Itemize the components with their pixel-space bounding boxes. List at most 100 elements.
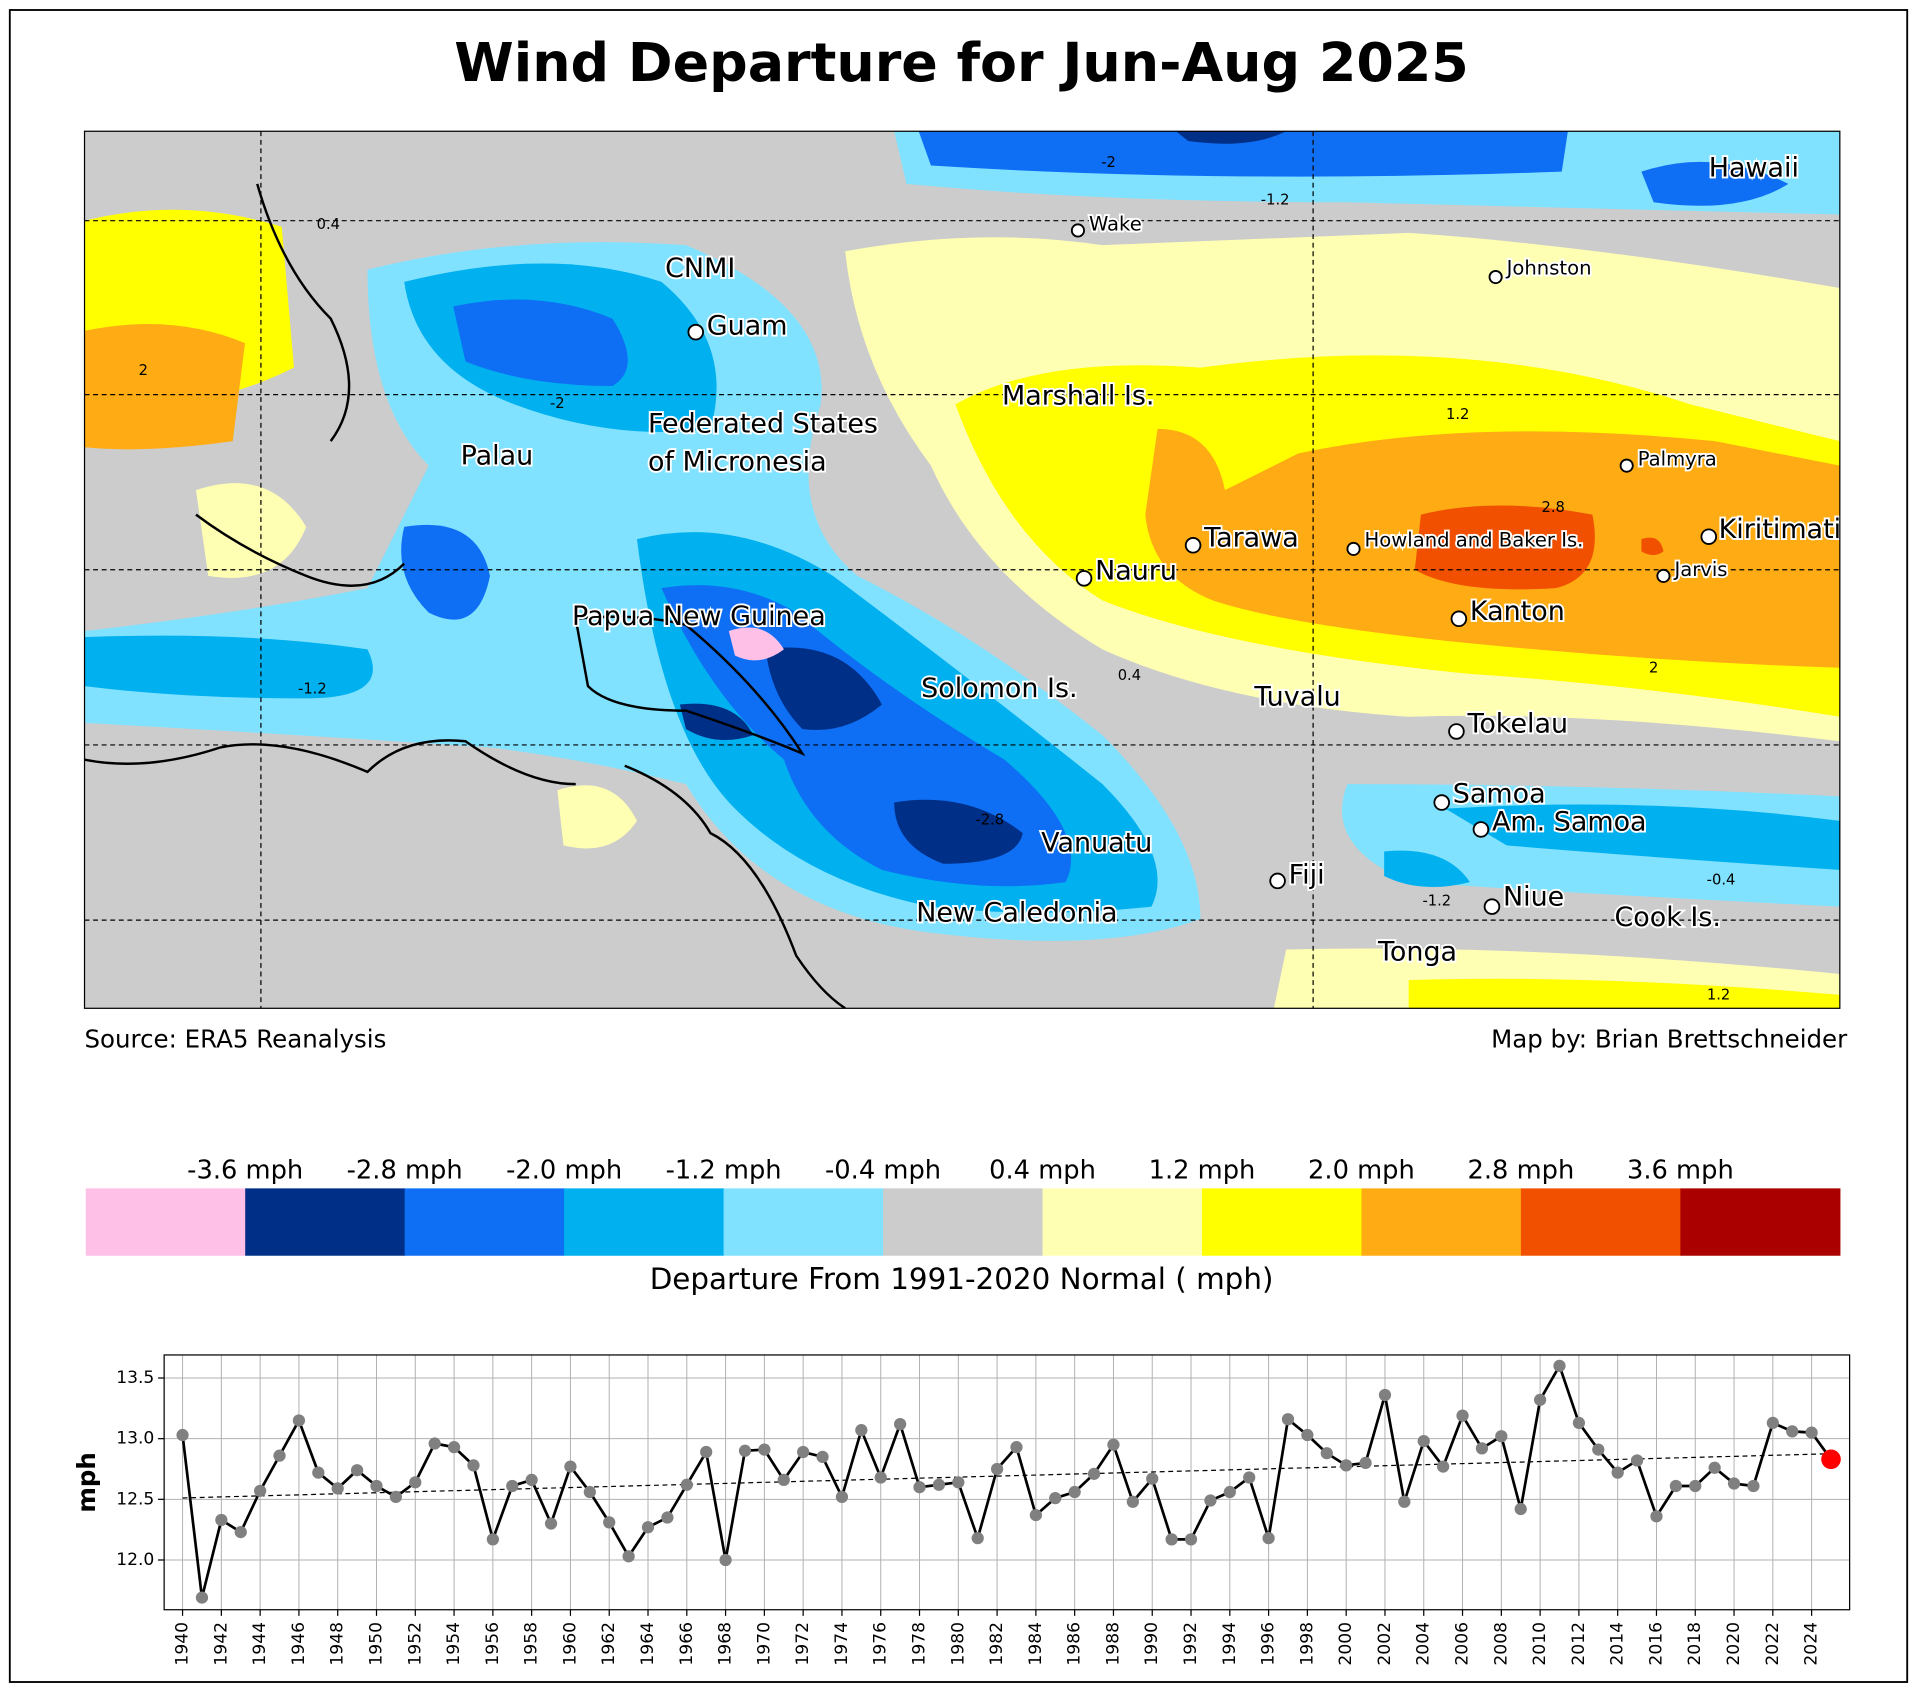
data-point bbox=[1437, 1460, 1450, 1473]
contour-label: -1.2 bbox=[1422, 892, 1451, 909]
contour-label: -0.4 bbox=[1707, 872, 1736, 889]
data-point bbox=[409, 1476, 422, 1489]
place-label: Tonga bbox=[1377, 937, 1457, 968]
colorbar-swatch bbox=[1680, 1188, 1841, 1256]
data-point bbox=[1204, 1494, 1217, 1507]
x-tick-label: 1970 bbox=[754, 1622, 774, 1666]
place-label: Marshall Is. bbox=[1002, 380, 1155, 411]
data-point bbox=[215, 1513, 228, 1527]
data-point bbox=[1805, 1426, 1818, 1439]
colorbar-swatch bbox=[404, 1188, 565, 1256]
x-tick-label: 1986 bbox=[1065, 1622, 1085, 1666]
data-point bbox=[254, 1484, 267, 1497]
colorbar-swatch bbox=[883, 1188, 1044, 1256]
x-tick-label: 1954 bbox=[444, 1622, 464, 1666]
colorbar-label: -1.2 mph bbox=[666, 1156, 782, 1186]
x-tick-label: 2024 bbox=[1802, 1622, 1822, 1666]
colorbar-title: Departure From 1991-2020 Normal ( mph) bbox=[650, 1262, 1274, 1296]
x-tick-label: 1994 bbox=[1220, 1622, 1240, 1666]
colorbar-label: 2.0 mph bbox=[1308, 1156, 1415, 1186]
colorbar-swatch bbox=[1520, 1188, 1681, 1256]
x-tick-label: 1972 bbox=[793, 1622, 813, 1666]
y-tick-label: 12.0 bbox=[116, 1550, 154, 1570]
data-point bbox=[700, 1445, 713, 1459]
data-point bbox=[893, 1417, 907, 1431]
place-label: Tarawa bbox=[1203, 523, 1299, 554]
x-tick-label: 1992 bbox=[1181, 1622, 1201, 1666]
data-point bbox=[506, 1479, 519, 1493]
data-point bbox=[661, 1511, 674, 1524]
data-point bbox=[719, 1553, 732, 1567]
place-label: Papua New Guinea bbox=[572, 601, 826, 632]
data-point bbox=[797, 1445, 810, 1459]
place-label: Hawaii bbox=[1709, 153, 1799, 184]
data-point bbox=[913, 1481, 926, 1494]
place-label: Palau bbox=[461, 440, 534, 471]
x-tick-label: 1966 bbox=[677, 1622, 697, 1666]
x-tick-label: 1948 bbox=[328, 1622, 348, 1666]
contour-label: 2.8 bbox=[1542, 499, 1565, 516]
data-point bbox=[350, 1464, 364, 1477]
place-label: Vanuatu bbox=[1041, 828, 1152, 859]
data-point bbox=[1398, 1495, 1411, 1508]
colorbar-label: -0.4 mph bbox=[825, 1156, 941, 1186]
data-point bbox=[1456, 1409, 1469, 1422]
data-point bbox=[1146, 1472, 1159, 1485]
data-point bbox=[1592, 1443, 1605, 1456]
map: -2 -1.2 1.2 2.8 2 0.4 -2.8 -1.2 -0.4 1.2 -1.2 2 -2 0.… bbox=[84, 131, 1842, 1009]
data-point bbox=[1747, 1479, 1760, 1493]
data-point bbox=[273, 1449, 286, 1462]
data-point bbox=[486, 1533, 499, 1546]
data-point bbox=[1475, 1442, 1489, 1455]
place-label: Cook Is. bbox=[1614, 902, 1720, 933]
x-tick-label: 1980 bbox=[948, 1622, 968, 1666]
colorbar-label: -3.6 mph bbox=[187, 1156, 303, 1186]
data-point bbox=[622, 1550, 635, 1563]
x-tick-label: 1952 bbox=[405, 1622, 425, 1666]
data-point bbox=[1010, 1441, 1023, 1454]
place-label: Am. Samoa bbox=[1492, 807, 1647, 838]
data-point bbox=[176, 1428, 189, 1442]
data-point bbox=[525, 1473, 538, 1487]
x-tick-label: 1958 bbox=[522, 1622, 542, 1666]
y-axis-label: mph bbox=[72, 1452, 101, 1512]
data-point bbox=[1359, 1456, 1372, 1470]
data-point bbox=[1184, 1533, 1198, 1546]
data-point bbox=[1821, 1449, 1841, 1470]
place-label: Tuvalu bbox=[1253, 682, 1340, 713]
x-tick-label: 1940 bbox=[173, 1622, 193, 1666]
contour-label: 2 bbox=[139, 362, 148, 379]
data-point bbox=[758, 1443, 771, 1456]
place-label: Howland and Baker Is. bbox=[1365, 529, 1584, 552]
data-point bbox=[874, 1471, 887, 1484]
place-label: Kiritimati bbox=[1719, 514, 1842, 545]
colorbar-label: -2.8 mph bbox=[347, 1156, 463, 1186]
data-point bbox=[971, 1532, 984, 1545]
x-tick-label: 1956 bbox=[483, 1622, 503, 1666]
x-tick-label: 2014 bbox=[1608, 1622, 1628, 1666]
line-chart: 1940 1942 1944 1946 1948 1950 1952 1954 1956 1958… bbox=[72, 1354, 1851, 1666]
place-label: Federated States bbox=[648, 409, 878, 440]
data-point bbox=[952, 1476, 965, 1489]
contour-label: 2 bbox=[1649, 660, 1658, 677]
x-tick-label: 1990 bbox=[1142, 1622, 1162, 1666]
x-tick-label: 2000 bbox=[1336, 1622, 1356, 1666]
contour-label: 1.2 bbox=[1446, 406, 1469, 423]
data-point bbox=[1049, 1491, 1062, 1505]
data-point bbox=[1708, 1461, 1721, 1474]
y-tick-label: 13.5 bbox=[116, 1368, 154, 1388]
x-tick-label: 1996 bbox=[1259, 1622, 1279, 1666]
x-tick-label: 1962 bbox=[599, 1622, 619, 1666]
colorbar-label: 2.8 mph bbox=[1468, 1156, 1575, 1186]
data-point bbox=[1320, 1447, 1333, 1460]
place-label: Samoa bbox=[1453, 779, 1546, 810]
data-point bbox=[1495, 1430, 1508, 1443]
colorbar-swatch bbox=[1201, 1188, 1363, 1256]
x-tick-label: 2002 bbox=[1375, 1622, 1395, 1666]
y-tick-label: 12.5 bbox=[116, 1489, 154, 1509]
x-tick-label: 1964 bbox=[638, 1622, 658, 1666]
data-point bbox=[583, 1485, 596, 1499]
data-point bbox=[1669, 1479, 1682, 1493]
colorbar-label: 1.2 mph bbox=[1149, 1156, 1256, 1186]
data-point bbox=[1378, 1388, 1392, 1402]
